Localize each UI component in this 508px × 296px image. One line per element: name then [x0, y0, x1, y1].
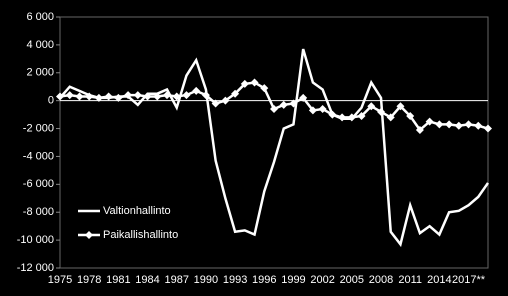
marker — [211, 99, 220, 108]
marker — [221, 96, 230, 105]
y-tick-label: -8 000 — [23, 206, 54, 218]
marker — [367, 102, 376, 111]
plot-border — [59, 16, 489, 269]
marker — [75, 92, 84, 101]
marker — [270, 105, 278, 114]
marker — [172, 92, 181, 101]
legend-label: Paikallishallinto — [103, 229, 178, 241]
marker — [396, 102, 405, 111]
marker — [85, 92, 94, 101]
x-tick-label: 2008 — [369, 274, 393, 286]
series-line — [59, 48, 490, 248]
marker — [338, 113, 347, 122]
marker — [474, 121, 483, 130]
x-tick-label: 1978 — [77, 274, 101, 286]
marker — [377, 107, 385, 116]
marker — [250, 78, 259, 87]
marker — [201, 91, 210, 100]
marker — [65, 91, 74, 100]
x-tick-label: 2014 — [427, 274, 451, 286]
marker — [445, 120, 454, 129]
marker — [289, 99, 298, 108]
x-tick-label: 2002 — [310, 274, 334, 286]
x-tick-label: 1981 — [106, 274, 130, 286]
x-tick-label: 1975 — [48, 274, 72, 286]
legend-marker — [85, 231, 93, 239]
marker — [386, 113, 395, 122]
marker — [231, 89, 240, 98]
x-tick-label: 1990 — [194, 274, 218, 286]
y-tick-label: -2 000 — [23, 122, 54, 134]
x-tick-label: 1996 — [252, 274, 276, 286]
y-tick-label: -10 000 — [17, 234, 54, 246]
marker — [435, 120, 444, 129]
marker — [454, 121, 463, 130]
y-tick-label: -12 000 — [17, 262, 54, 274]
marker — [124, 91, 133, 100]
x-tick-label: 1984 — [135, 274, 159, 286]
marker — [328, 110, 337, 119]
x-tick-label: 2017** — [452, 274, 486, 286]
marker — [56, 92, 64, 101]
marker — [308, 106, 317, 115]
marker — [299, 93, 308, 102]
marker — [347, 113, 356, 122]
marker — [94, 93, 103, 102]
marker — [279, 100, 288, 109]
marker — [192, 86, 201, 95]
marker — [415, 125, 424, 134]
x-tick-label: 2005 — [340, 274, 364, 286]
y-tick-label: 2 000 — [26, 67, 54, 79]
legend-label: Valtionhallinto — [103, 205, 171, 217]
y-tick-label: -4 000 — [23, 150, 54, 162]
y-tick-label: 4 000 — [26, 39, 54, 51]
y-tick-label: 6 000 — [26, 11, 54, 23]
marker — [357, 112, 366, 121]
x-tick-label: 2011 — [398, 274, 422, 286]
marker — [133, 91, 142, 100]
marker — [163, 91, 171, 100]
marker — [464, 120, 473, 129]
x-tick-label: 1993 — [223, 274, 247, 286]
x-tick-label: 1999 — [281, 274, 305, 286]
marker — [425, 117, 434, 126]
marker — [484, 124, 492, 133]
marker — [260, 84, 269, 93]
marker — [143, 92, 152, 101]
marker — [182, 91, 191, 100]
y-tick-label: -6 000 — [23, 178, 54, 190]
marker — [104, 92, 113, 101]
marker — [153, 92, 162, 101]
marker — [318, 105, 327, 114]
marker — [114, 93, 123, 102]
marker — [240, 79, 249, 88]
y-tick-label: 0 — [48, 95, 54, 107]
x-tick-label: 1987 — [164, 274, 188, 286]
marker — [406, 112, 415, 121]
